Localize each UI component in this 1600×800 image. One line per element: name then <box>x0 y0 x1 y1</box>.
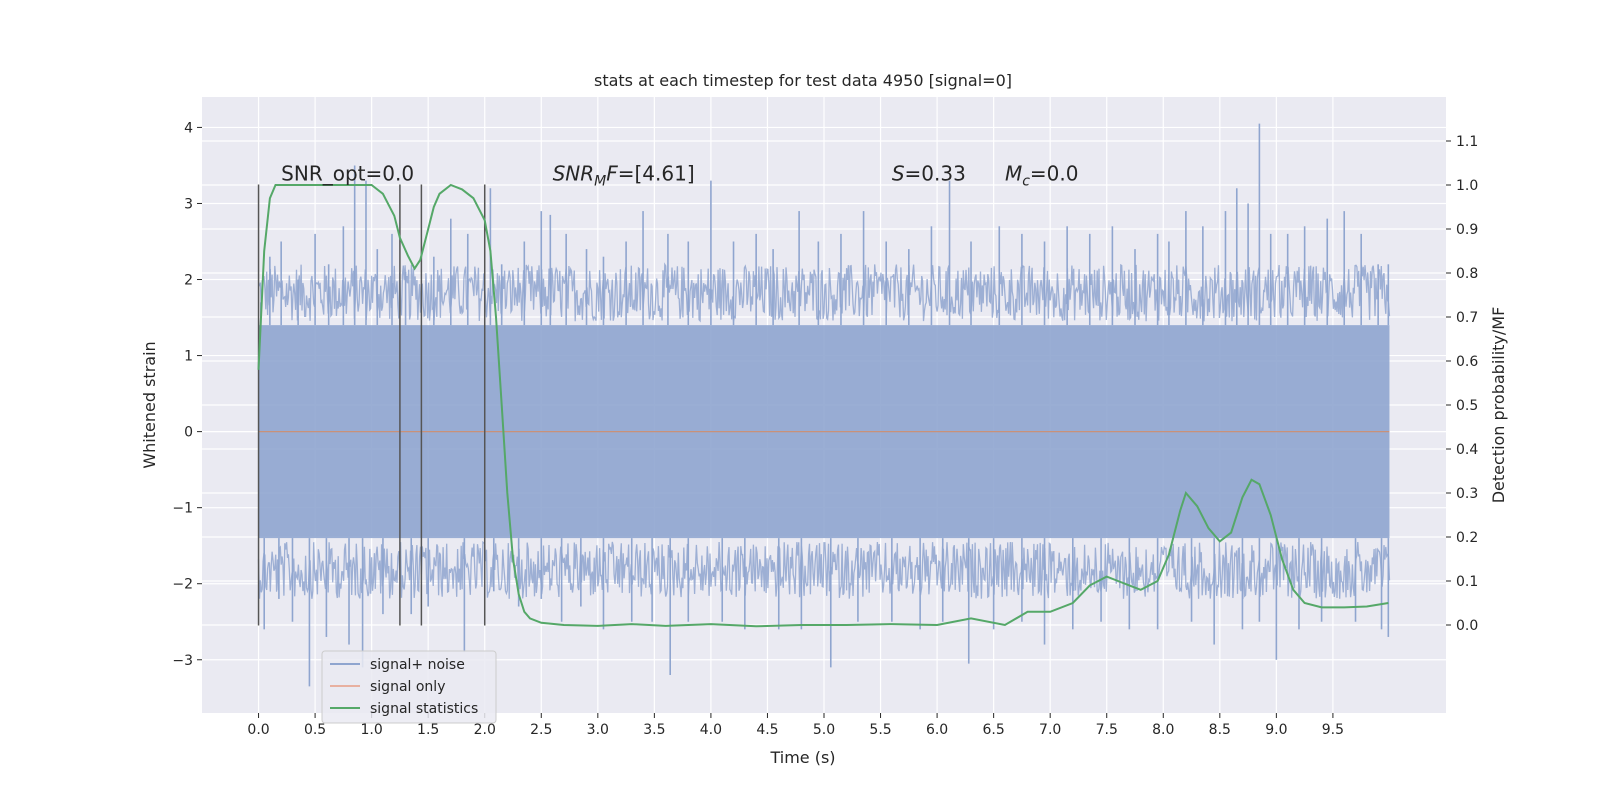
x-tick-label: 6.0 <box>926 722 948 738</box>
annotation-s: S=0.33 <box>892 162 966 186</box>
axes: 0.0 0.5 1.0 1.5 2.0 2.5 3.0 3.5 4.0 4.5 5.0 5.5 6.0 6… <box>172 120 1478 738</box>
noise-jitter-lower <box>257 540 1391 599</box>
y-right-tick-label: 0.3 <box>1456 486 1478 502</box>
signal-statistics-line <box>257 183 1389 628</box>
x-axis-label: Time (s) <box>769 748 835 767</box>
noise-jitter-upper <box>257 262 1391 323</box>
chart-title: stats at each timestep for test data 495… <box>594 71 1012 90</box>
x-tick-label: 0.5 <box>304 722 326 738</box>
x-tick-label: 3.0 <box>587 722 609 738</box>
marker-lines <box>257 184 486 626</box>
x-tick-label: 6.5 <box>983 722 1005 738</box>
legend-label-signal-statistics: signal statistics <box>370 701 478 717</box>
x-tick-label: 1.5 <box>417 722 439 738</box>
y-tick-label: −3 <box>172 653 193 669</box>
annotations: SNR_opt=0.0 SNRMF=[4.61] S=0.33 Mc=0.0 <box>281 162 1078 190</box>
y-right-tick-label: 0.0 <box>1456 618 1478 634</box>
y-right-tick-label: 0.7 <box>1456 310 1478 326</box>
legend-label-signal-noise: signal+ noise <box>370 657 465 673</box>
x-tick-label: 4.5 <box>756 722 778 738</box>
y-axis-right-label: Detection probability/MF <box>1489 307 1508 504</box>
y-tick-label: 1 <box>184 349 193 365</box>
x-tick-label: 2.5 <box>530 722 552 738</box>
y-tick-label: 3 <box>184 196 193 212</box>
y-right-tick-label: 0.1 <box>1456 574 1478 590</box>
y-right-tick-label: 1.1 <box>1456 134 1478 150</box>
x-tick-label: 8.5 <box>1209 722 1231 738</box>
x-tick-label: 7.0 <box>1039 722 1061 738</box>
x-tick-label: 5.5 <box>869 722 891 738</box>
y-right-tick-label: 0.6 <box>1456 354 1478 370</box>
legend: signal+ noise signal only signal statist… <box>321 650 497 724</box>
y-right-tick-label: 0.2 <box>1456 530 1478 546</box>
x-tick-label: 3.5 <box>643 722 665 738</box>
x-tick-label: 4.0 <box>700 722 722 738</box>
annotation-mc: Mc=0.0 <box>1005 162 1079 190</box>
y-right-tick-label: 0.4 <box>1456 442 1478 458</box>
y-tick-label: −1 <box>172 501 193 517</box>
y-tick-label: 0 <box>184 425 193 441</box>
annotation-snr-opt: SNR_opt=0.0 <box>281 162 414 186</box>
legend-label-signal-only: signal only <box>370 679 445 695</box>
x-tick-label: 7.5 <box>1096 722 1118 738</box>
legend-box <box>321 650 497 724</box>
y-tick-label: −2 <box>172 577 193 593</box>
x-tick-label: 2.0 <box>474 722 496 738</box>
y-right-tick-label: 1.0 <box>1456 178 1478 194</box>
y-right-tick-label: 0.8 <box>1456 266 1478 282</box>
x-tick-label: 9.5 <box>1322 722 1344 738</box>
y-tick-label: 4 <box>184 120 193 136</box>
x-tick-label: 5.0 <box>813 722 835 738</box>
x-tick-label: 1.0 <box>361 722 383 738</box>
y-axis-label: Whitened strain <box>140 341 159 468</box>
x-tick-label: 8.0 <box>1152 722 1174 738</box>
y-right-tick-label: 0.9 <box>1456 222 1478 238</box>
x-tick-label: 9.0 <box>1265 722 1287 738</box>
signal-statistics-series <box>257 183 1389 628</box>
x-tick-label: 0.0 <box>247 722 269 738</box>
y-tick-label: 2 <box>184 273 193 289</box>
y-right-tick-label: 0.5 <box>1456 398 1478 414</box>
annotation-snr-mf: SNRMF=[4.61] <box>553 162 695 190</box>
